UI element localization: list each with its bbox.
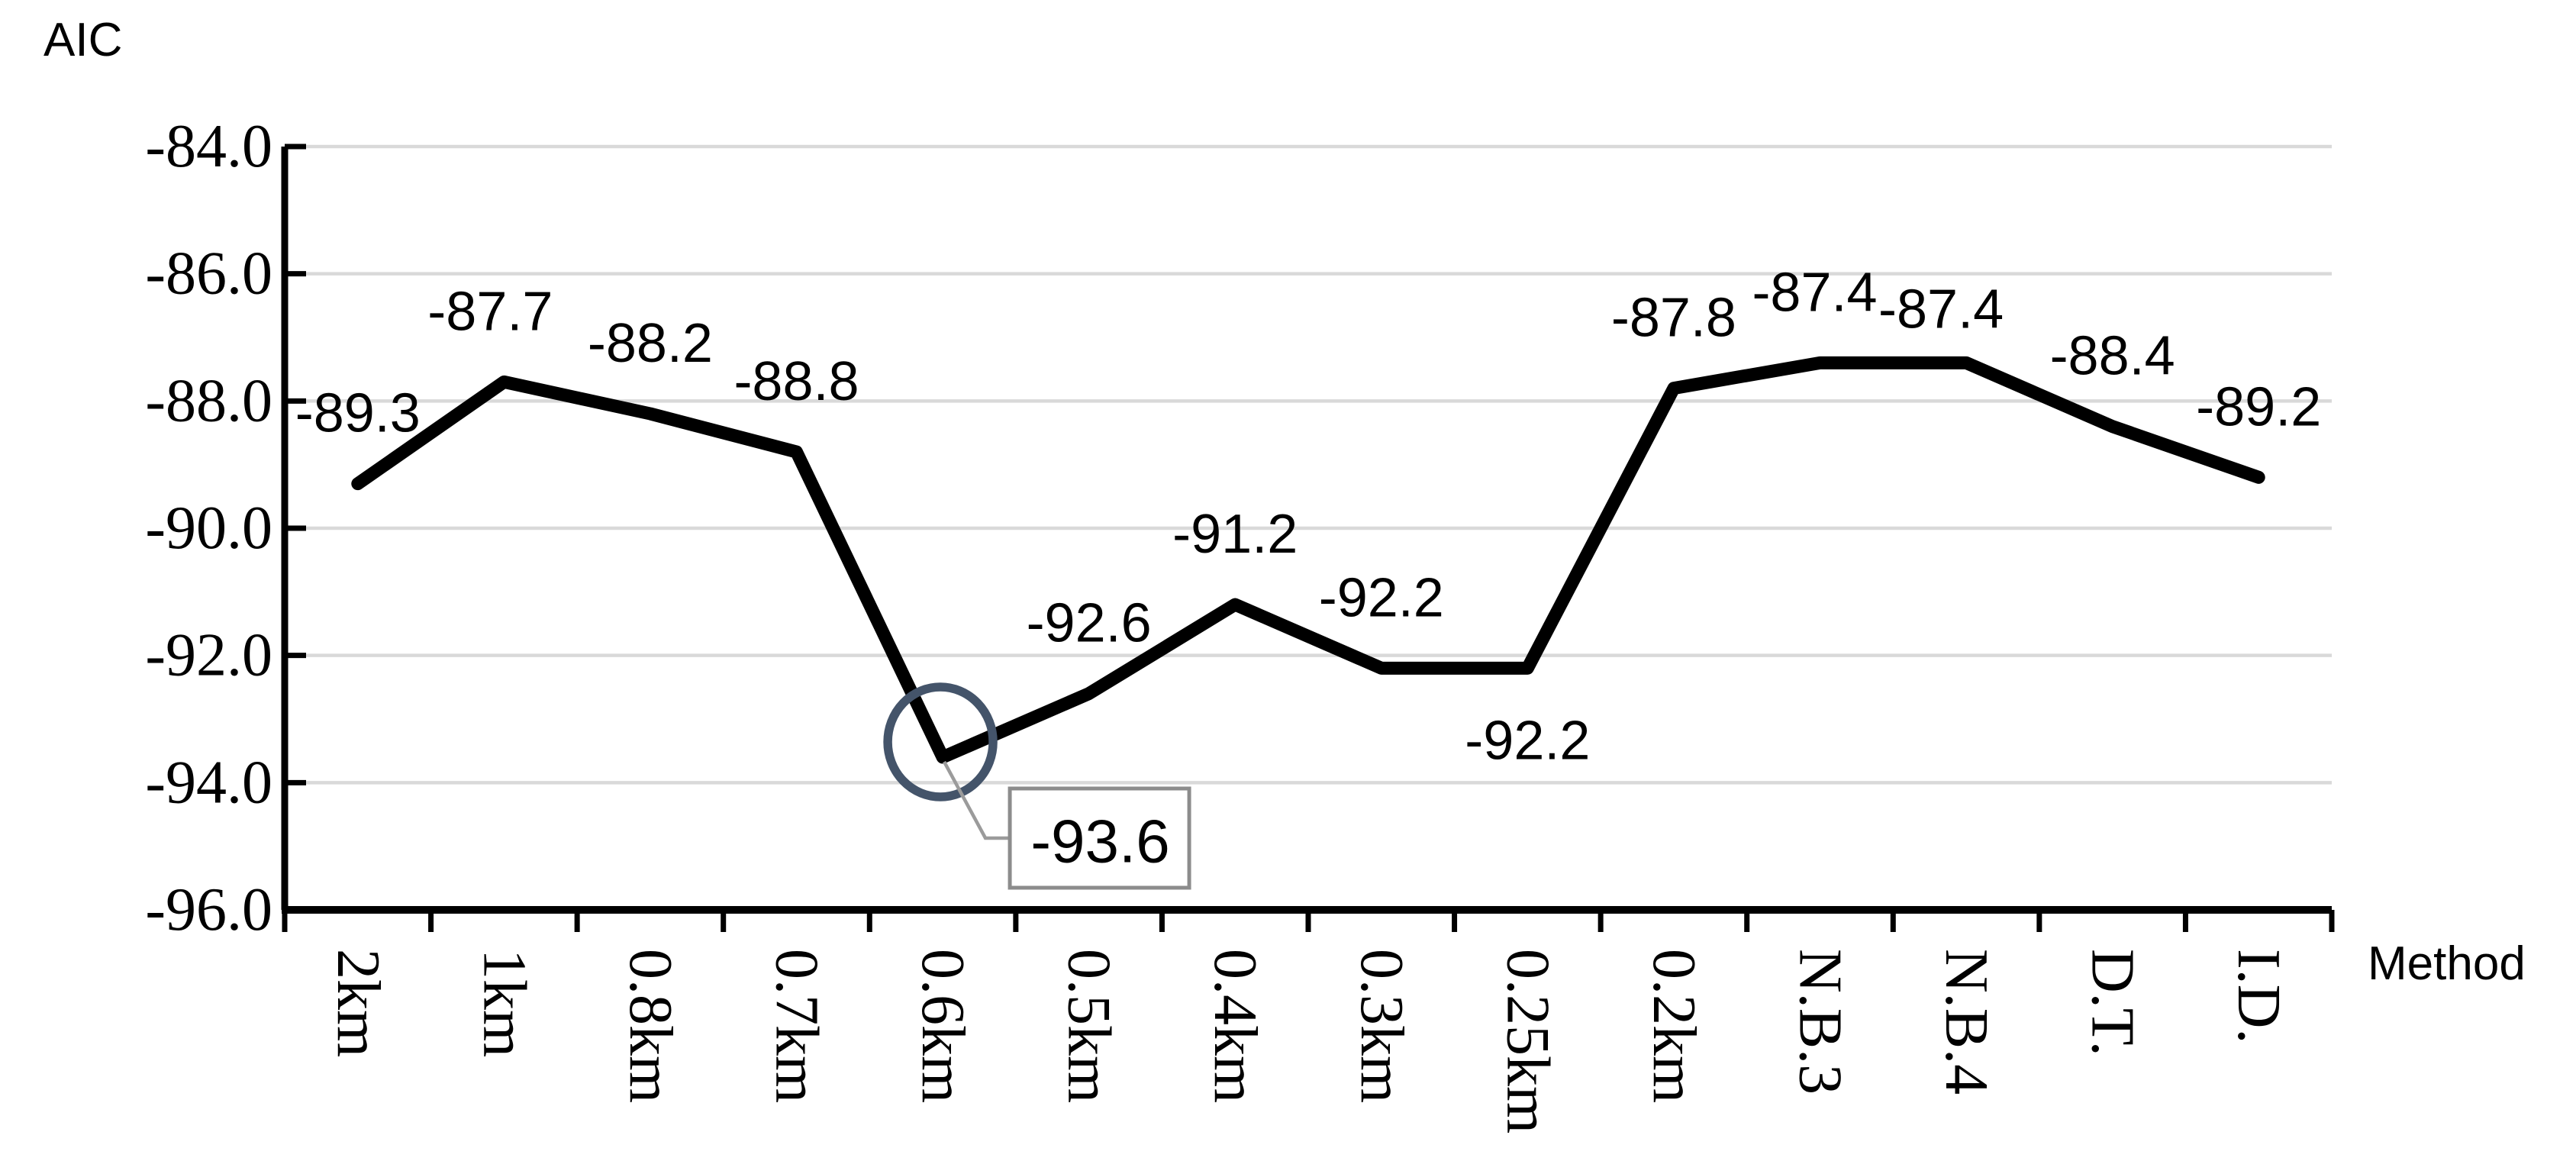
- y-tick-label: -92.0: [145, 622, 272, 689]
- y-tick-label: -88.0: [145, 367, 272, 434]
- data-label: -87.8: [1611, 288, 1736, 349]
- data-label: -92.2: [1465, 710, 1590, 771]
- x-tick-label: 0.3km: [1348, 949, 1415, 1103]
- aic-series-line: [351, 356, 2265, 764]
- data-label: -88.4: [2050, 326, 2175, 387]
- x-tick-label: 0.8km: [617, 949, 684, 1103]
- x-tick-label: 2km: [324, 949, 392, 1057]
- x-tick-label: 0.7km: [763, 949, 830, 1103]
- data-label: -88.8: [733, 351, 859, 412]
- y-tick-label: -86.0: [145, 240, 272, 308]
- data-label: -92.2: [1319, 567, 1444, 628]
- x-tick-label: 0.6km: [909, 949, 976, 1103]
- x-tick-label: I.D.: [2225, 949, 2292, 1043]
- x-tick-label: N.B.3: [1787, 949, 1854, 1095]
- x-axis-title: Method: [2368, 937, 2526, 990]
- data-label: -91.2: [1172, 504, 1298, 565]
- data-label: -87.4: [1878, 279, 2004, 340]
- min-point-circle: [883, 682, 998, 801]
- y-tick-label: -96.0: [145, 876, 272, 943]
- data-label: -88.2: [588, 313, 713, 374]
- callout-leader-line: [943, 760, 1011, 840]
- data-label: -89.2: [2196, 376, 2321, 437]
- x-tick-label: 0.25km: [1494, 949, 1561, 1134]
- callout-label: -93.6: [1030, 808, 1169, 876]
- x-tick-label: N.B.4: [1933, 949, 2000, 1095]
- data-label: -87.7: [427, 281, 553, 342]
- data-label: -87.4: [1752, 262, 1877, 323]
- x-tick-label: 1km: [470, 949, 537, 1057]
- y-tick-label: -90.0: [145, 495, 272, 562]
- y-tick-label: -94.0: [145, 749, 272, 816]
- x-tick-label: 0.4km: [1201, 949, 1269, 1103]
- y-axis-title: AIC: [44, 14, 123, 66]
- x-tick-label: 0.2km: [1640, 949, 1707, 1103]
- y-tick-label: -84.0: [145, 113, 272, 180]
- data-label: -92.6: [1027, 593, 1152, 654]
- x-tick-label: D.T.: [2079, 949, 2146, 1056]
- callout-box: [1008, 786, 1191, 890]
- x-tick-label: 0.5km: [1056, 949, 1123, 1103]
- data-label: -89.3: [295, 383, 421, 444]
